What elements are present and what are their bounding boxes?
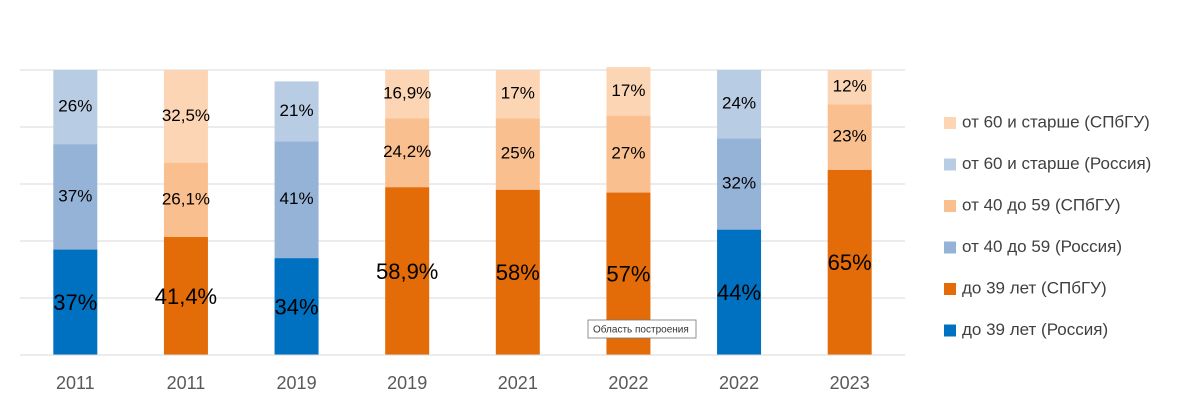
value-label: 21% <box>280 101 314 120</box>
value-label: 27% <box>611 144 645 163</box>
bar-segment <box>385 70 430 119</box>
value-label: 44% <box>717 280 761 305</box>
bar-segment <box>495 118 540 190</box>
bar-segment <box>827 169 872 355</box>
bar-segment <box>827 70 872 105</box>
x-tick-label: 2021 <box>498 373 538 393</box>
tooltip-text: Область построения <box>593 324 689 336</box>
legend-label: от 60 и старше (СПбГУ) <box>962 112 1150 131</box>
legend-swatch <box>944 241 956 254</box>
bar-segment <box>53 144 98 250</box>
x-tick-label: 2011 <box>167 373 206 393</box>
value-label: 37% <box>58 186 92 205</box>
value-label: 37% <box>53 290 97 315</box>
bar-segment <box>717 138 762 230</box>
bar-segment <box>606 115 651 193</box>
legend-swatch <box>944 117 956 129</box>
legend-swatch <box>944 283 956 295</box>
legend-label: до 39 лет (Россия) <box>962 320 1108 339</box>
x-tick-label: 2019 <box>277 373 317 393</box>
bar-segment <box>274 258 319 355</box>
bar-segment <box>827 104 872 170</box>
value-label: 25% <box>501 144 535 163</box>
legend-label: от 40 до 59 (Россия) <box>962 237 1122 256</box>
value-label: 58% <box>496 260 540 285</box>
bar-segment <box>274 81 319 142</box>
bar-segment <box>53 249 98 355</box>
x-tick-label: 2011 <box>56 373 95 393</box>
value-label: 17% <box>611 81 645 100</box>
x-tick-label: 2022 <box>719 373 759 393</box>
bar-segment <box>495 189 540 355</box>
bar-segment <box>163 237 208 355</box>
x-tick-label: 2022 <box>608 373 648 393</box>
bar-segment <box>163 70 208 163</box>
value-label: 32,5% <box>162 106 210 125</box>
bar-segment <box>163 162 208 238</box>
value-label: 23% <box>833 126 867 145</box>
value-label: 34% <box>275 294 319 319</box>
value-label: 65% <box>828 250 872 275</box>
legend-label: от 40 до 59 (СПбГУ) <box>962 195 1121 214</box>
value-label: 41,4% <box>155 284 217 309</box>
value-label: 41% <box>280 189 314 208</box>
bar-segment <box>385 187 430 355</box>
bar-segment <box>606 67 651 116</box>
bar-segment <box>717 70 762 139</box>
value-label: 26% <box>58 97 92 116</box>
bar-segment <box>53 70 98 145</box>
legend-swatch <box>944 324 956 337</box>
legend-label: до 39 лет (СПбГУ) <box>962 278 1107 297</box>
tooltip-box <box>587 319 697 339</box>
value-label: 12% <box>833 77 867 96</box>
legend-swatch <box>944 158 956 171</box>
x-tick-label: 2019 <box>387 373 427 393</box>
bar-segment <box>495 70 540 119</box>
bar-segment <box>385 118 430 188</box>
legend-label: от 60 и старше (Россия) <box>962 154 1151 173</box>
value-label: 58,9% <box>376 259 438 284</box>
value-label: 17% <box>501 84 535 103</box>
bar-segment <box>717 229 762 355</box>
value-label: 16,9% <box>383 84 431 103</box>
legend-swatch <box>944 200 956 212</box>
value-label: 24% <box>722 94 756 113</box>
value-label: 57% <box>606 262 650 287</box>
value-label: 24,2% <box>383 142 431 161</box>
bar-segment <box>274 141 319 259</box>
value-label: 32% <box>722 173 756 192</box>
tooltip: Область построения <box>587 319 697 339</box>
value-label: 26,1% <box>162 189 210 208</box>
x-tick-label: 2023 <box>830 373 870 393</box>
